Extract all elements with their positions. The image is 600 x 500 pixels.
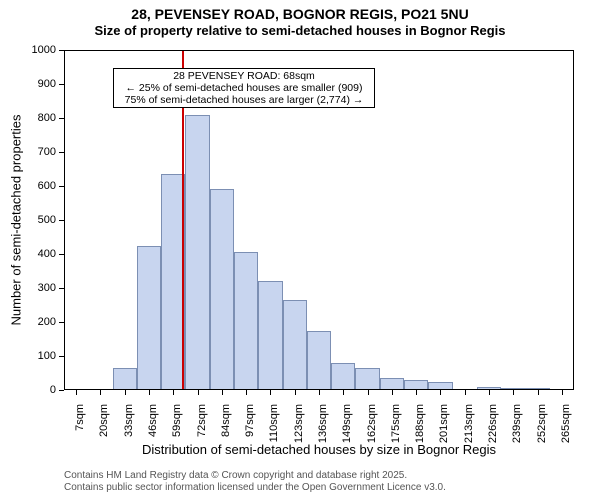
- x-tick-label: 239sqm: [511, 404, 523, 443]
- x-tick-label: 213sqm: [463, 404, 475, 443]
- x-tick: [295, 390, 296, 395]
- x-axis-label: Distribution of semi-detached houses by …: [142, 442, 496, 457]
- x-tick-label: 123sqm: [293, 404, 305, 443]
- y-tick: [59, 220, 64, 221]
- x-tick-label: 84sqm: [220, 404, 232, 437]
- x-tick: [246, 390, 247, 395]
- y-axis-label: Number of semi-detached properties: [9, 115, 24, 326]
- x-tick-label: 97sqm: [244, 404, 256, 437]
- x-tick: [270, 390, 271, 395]
- x-tick: [489, 390, 490, 395]
- x-tick: [440, 390, 441, 395]
- y-tick: [59, 322, 64, 323]
- y-tick-label: 1000: [0, 44, 56, 56]
- y-tick: [59, 288, 64, 289]
- annotation-box: 28 PEVENSEY ROAD: 68sqm← 25% of semi-det…: [113, 68, 375, 108]
- x-tick: [343, 390, 344, 395]
- x-tick: [76, 390, 77, 395]
- chart-title: 28, PEVENSEY ROAD, BOGNOR REGIS, PO21 5N…: [0, 0, 600, 23]
- x-tick: [513, 390, 514, 395]
- x-tick: [368, 390, 369, 395]
- y-tick: [59, 84, 64, 85]
- x-tick-label: 188sqm: [414, 404, 426, 443]
- y-tick-label: 900: [0, 78, 56, 90]
- x-tick-label: 20sqm: [98, 404, 110, 437]
- x-tick-label: 149sqm: [341, 404, 353, 443]
- x-tick: [538, 390, 539, 395]
- y-tick-label: 100: [0, 350, 56, 362]
- x-tick-label: 162sqm: [366, 404, 378, 443]
- x-tick: [319, 390, 320, 395]
- x-tick-label: 226sqm: [487, 404, 499, 443]
- x-tick: [149, 390, 150, 395]
- y-tick-label: 0: [0, 384, 56, 396]
- x-tick-label: 46sqm: [147, 404, 159, 437]
- attribution: Contains HM Land Registry data © Crown c…: [64, 470, 446, 493]
- x-tick: [173, 390, 174, 395]
- x-tick: [416, 390, 417, 395]
- y-tick: [59, 390, 64, 391]
- chart-subtitle: Size of property relative to semi-detach…: [0, 23, 600, 39]
- x-tick-label: 33sqm: [123, 404, 135, 437]
- x-tick-label: 201sqm: [438, 404, 450, 443]
- x-tick: [100, 390, 101, 395]
- y-tick: [59, 118, 64, 119]
- attribution-line: Contains public sector information licen…: [64, 482, 446, 494]
- x-tick: [198, 390, 199, 395]
- attribution-line: Contains HM Land Registry data © Crown c…: [64, 470, 446, 482]
- x-tick: [562, 390, 563, 395]
- x-tick-label: 252sqm: [536, 404, 548, 443]
- y-tick: [59, 254, 64, 255]
- x-tick-label: 265sqm: [560, 404, 572, 443]
- x-tick-label: 7sqm: [74, 404, 86, 431]
- x-tick-label: 110sqm: [268, 404, 280, 442]
- annotation-line: 75% of semi-detached houses are larger (…: [117, 94, 371, 106]
- x-tick-label: 136sqm: [317, 404, 329, 443]
- y-tick: [59, 356, 64, 357]
- x-tick: [222, 390, 223, 395]
- annotation-line: ← 25% of semi-detached houses are smalle…: [117, 82, 371, 94]
- x-tick-label: 175sqm: [390, 404, 402, 443]
- x-tick: [392, 390, 393, 395]
- y-tick: [59, 186, 64, 187]
- y-tick: [59, 152, 64, 153]
- y-tick: [59, 50, 64, 51]
- x-tick: [465, 390, 466, 395]
- x-tick-label: 72sqm: [196, 404, 208, 437]
- annotation-line: 28 PEVENSEY ROAD: 68sqm: [117, 70, 371, 82]
- x-tick-label: 59sqm: [171, 404, 183, 437]
- x-tick: [125, 390, 126, 395]
